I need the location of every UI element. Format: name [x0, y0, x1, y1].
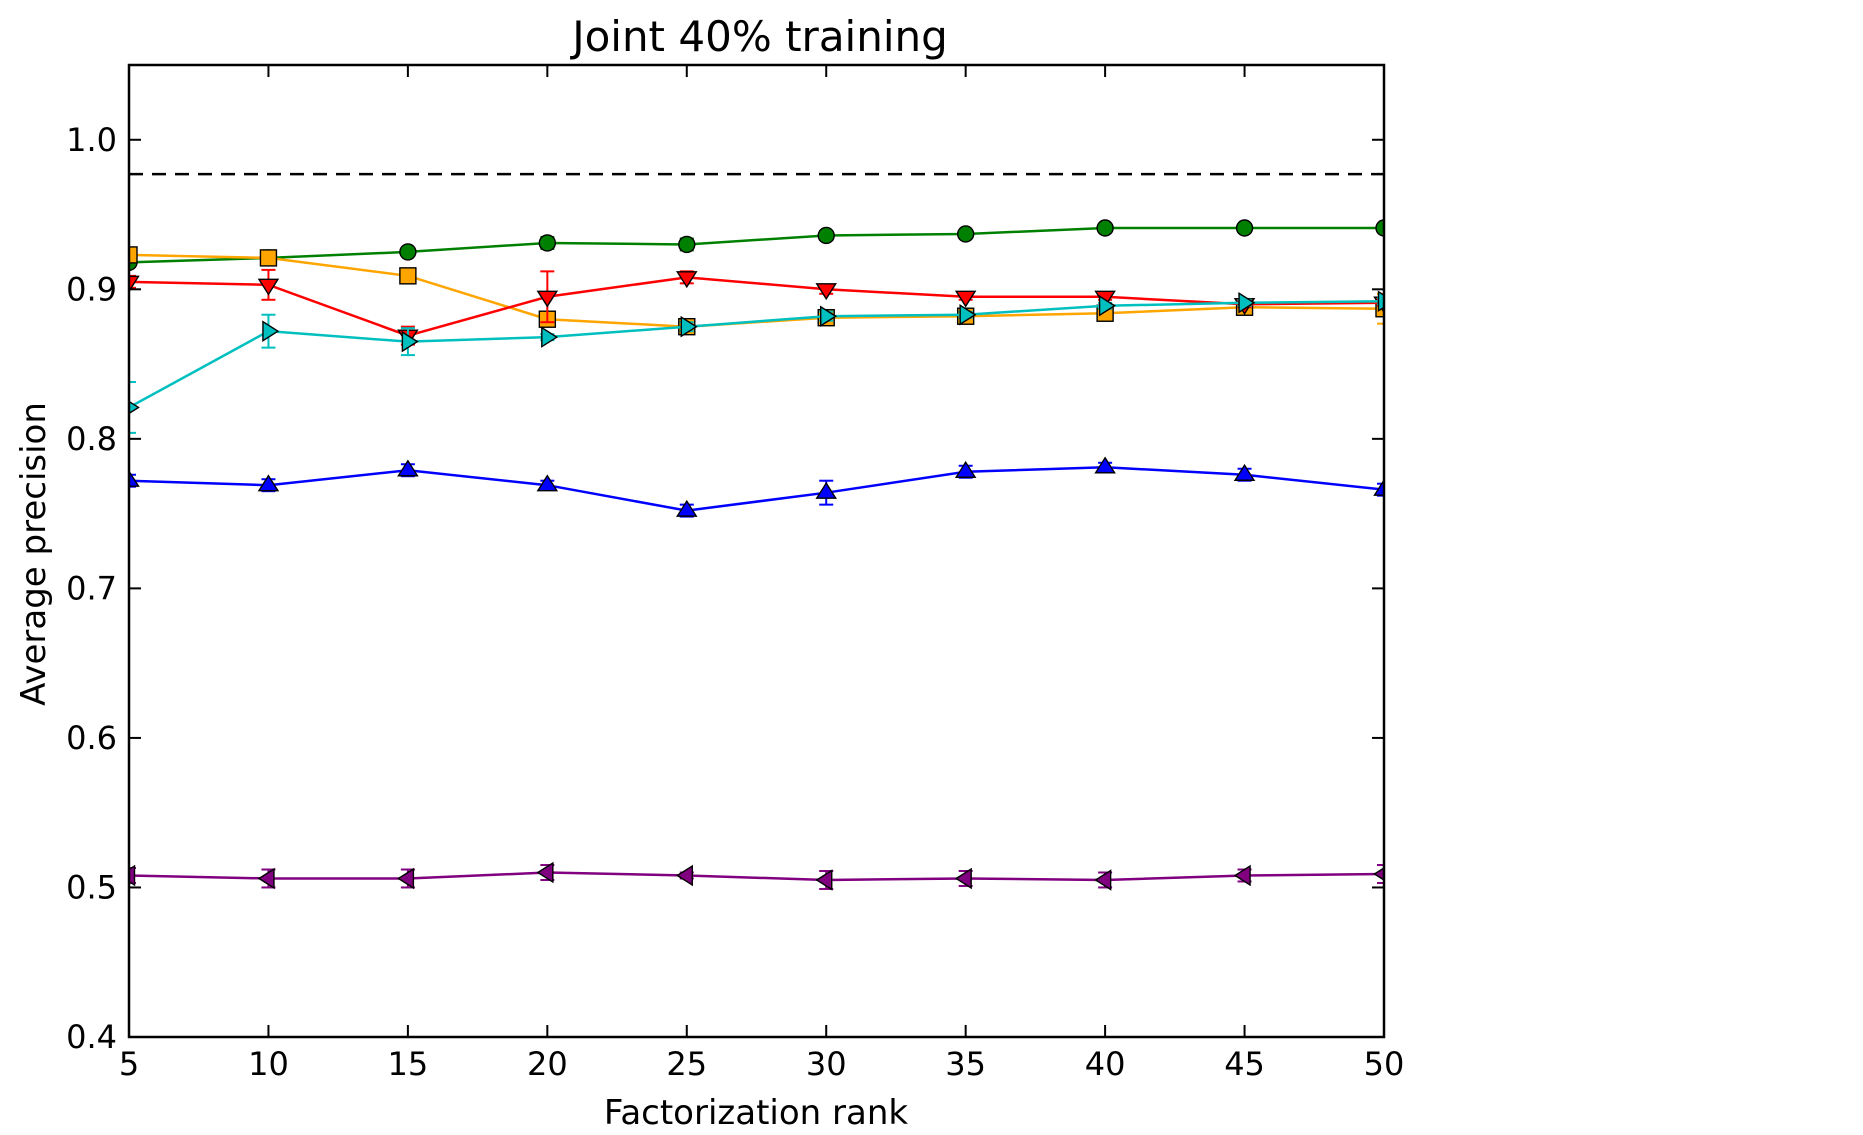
- data-point: [536, 474, 559, 492]
- chart-title: Joint 40% training: [569, 12, 948, 61]
- error-bar: [1377, 864, 1384, 884]
- data-point: [676, 499, 698, 517]
- data-point: [129, 275, 140, 293]
- data-point: [399, 267, 417, 285]
- x-tick-label: 35: [945, 1045, 986, 1083]
- series-6: [129, 861, 1384, 891]
- data-point: [815, 283, 837, 301]
- y-tick-label: 0.9: [66, 270, 117, 308]
- x-tick-label: 40: [1085, 1045, 1126, 1083]
- data-point: [1375, 219, 1384, 237]
- data-point: [817, 226, 835, 245]
- data-point: [815, 481, 837, 499]
- data-point: [815, 869, 833, 891]
- data-point: [676, 271, 698, 289]
- data-point: [536, 290, 559, 308]
- x-tick-label: 30: [806, 1045, 847, 1083]
- y-tick-label: 0.7: [66, 569, 117, 607]
- plot-frame: [127, 63, 1386, 1039]
- x-tick-label: 25: [666, 1045, 707, 1083]
- x-tick-label: 20: [527, 1045, 568, 1083]
- data-point: [129, 246, 138, 264]
- data-point: [1094, 869, 1112, 891]
- series-line: [129, 871, 1384, 882]
- error-bar: [129, 381, 136, 434]
- data-point: [1238, 291, 1256, 314]
- data-point: [1235, 219, 1254, 237]
- series-line: [129, 466, 1384, 512]
- data-point: [1233, 463, 1256, 481]
- y-tick-label: 0.8: [66, 420, 117, 458]
- data-point: [399, 243, 417, 261]
- data-point: [397, 867, 415, 890]
- data-point: [1373, 867, 1384, 881]
- data-point: [1096, 219, 1114, 237]
- x-tick-label: 15: [388, 1045, 429, 1083]
- data-point: [257, 474, 280, 492]
- y-tick-label: 0.6: [66, 719, 117, 757]
- series-line: [129, 253, 1384, 328]
- plot-area: [129, 172, 1384, 891]
- x-axis-label: Factorization rank: [604, 1093, 909, 1133]
- data-point: [129, 864, 136, 887]
- data-point: [257, 867, 275, 890]
- data-point: [954, 290, 977, 308]
- x-tick-label: 5: [119, 1045, 139, 1083]
- data-point: [397, 459, 419, 477]
- data-point: [954, 460, 977, 478]
- data-point: [401, 330, 419, 353]
- data-point: [959, 303, 977, 326]
- series-4: [129, 290, 1384, 434]
- series-line: [129, 300, 1384, 409]
- data-point: [675, 864, 693, 887]
- data-point: [956, 225, 975, 243]
- series-line: [129, 276, 1384, 337]
- series-line: [129, 226, 1384, 264]
- y-tick-label: 1.0: [66, 121, 117, 159]
- data-point: [538, 234, 557, 252]
- data-point: [678, 235, 696, 254]
- x-tick-label: 10: [248, 1045, 289, 1083]
- data-point: [129, 400, 140, 415]
- data-point: [1377, 290, 1384, 313]
- y-tick-label: 0.4: [66, 1018, 117, 1056]
- y-tick-label: 0.5: [66, 868, 117, 906]
- data-point: [954, 867, 972, 890]
- y-axis-label: Average precision: [14, 402, 54, 706]
- data-point: [820, 305, 838, 327]
- series-5: [129, 456, 1384, 518]
- axes: 5 10 15 20 25 30 35 40 45 50 0.4 0.5 0.6 0.7 0.8 0.9 1.0: [66, 65, 1404, 1083]
- x-tick-label: 45: [1224, 1045, 1265, 1083]
- data-point: [680, 315, 698, 338]
- data-point: [257, 278, 280, 296]
- plot-content: [129, 172, 1384, 891]
- data-point: [541, 326, 559, 348]
- data-point: [536, 861, 554, 884]
- data-point: [259, 249, 278, 267]
- data-point: [1094, 456, 1116, 474]
- data-point: [1373, 478, 1384, 496]
- data-point: [1233, 864, 1251, 887]
- data-point: [262, 320, 280, 342]
- data-point: [1098, 294, 1116, 317]
- data-point: [129, 469, 140, 487]
- x-tick-label: 50: [1364, 1045, 1405, 1083]
